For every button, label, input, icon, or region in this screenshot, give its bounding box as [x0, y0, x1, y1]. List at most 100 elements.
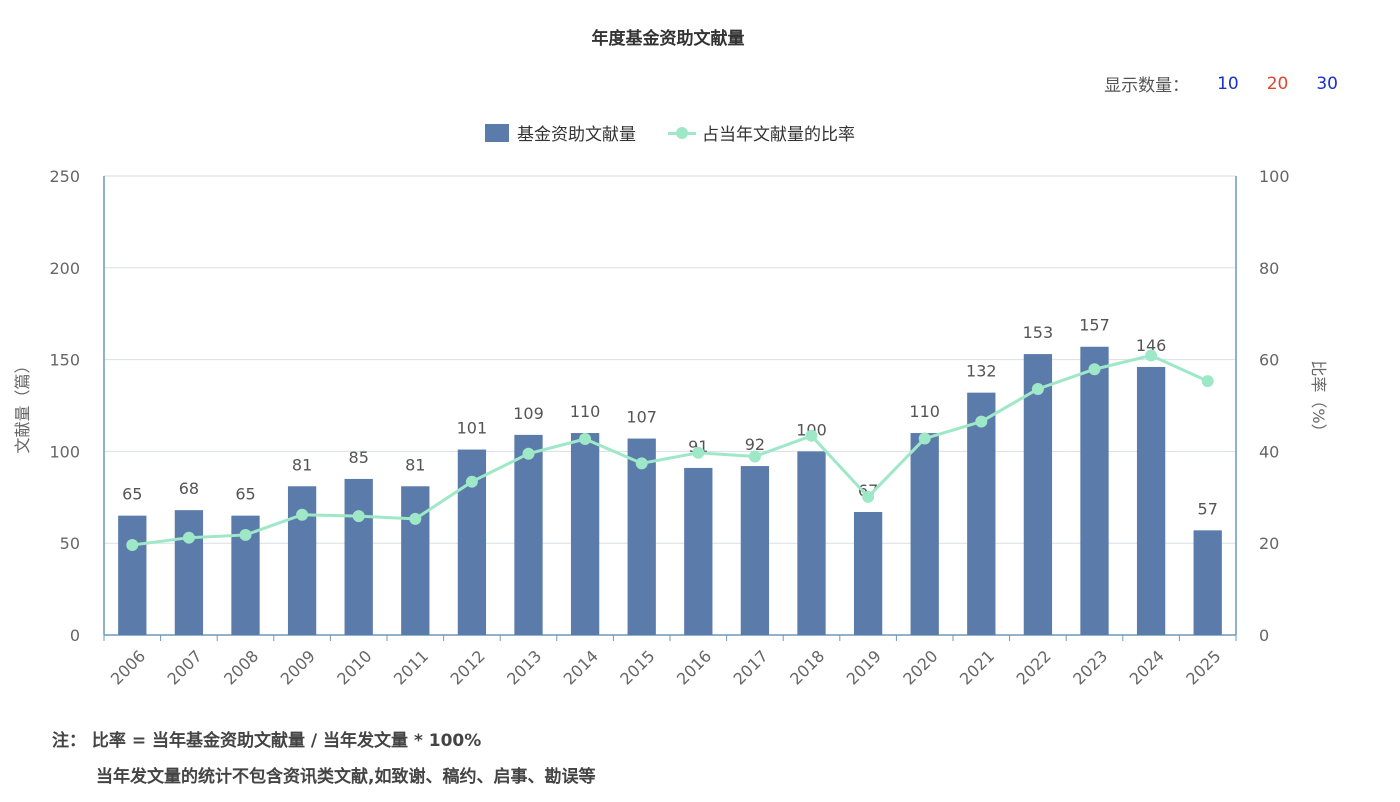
ratio-point	[862, 490, 875, 503]
bar	[118, 515, 147, 635]
x-tick-label: 2012	[447, 646, 489, 688]
bar	[344, 478, 373, 635]
chart-notes: 注： 比率 = 当年基金资助文献量 / 当年发文量 * 100% 当年发文量的统…	[52, 730, 595, 802]
y-right-tick-label: 60	[1259, 351, 1279, 370]
x-tick-label: 2015	[616, 646, 658, 688]
x-tick-label: 2021	[956, 646, 998, 688]
ratio-point	[1088, 363, 1101, 376]
bar-value-label: 81	[292, 455, 312, 474]
bar-value-label: 132	[966, 362, 997, 381]
y-left-tick-label: 250	[49, 167, 80, 186]
legend-label-bar-series: 基金资助文献量	[517, 125, 636, 145]
ratio-point	[635, 457, 648, 470]
bar	[967, 392, 996, 635]
bar	[570, 433, 600, 635]
y-right-tick-label: 0	[1259, 626, 1269, 645]
legend-item-bar-series[interactable]: 基金资助文献量	[485, 120, 636, 145]
bar-value-label: 101	[457, 419, 488, 438]
ratio-point	[522, 447, 535, 460]
y-right-tick-label: 100	[1259, 167, 1290, 186]
x-tick-label: 2025	[1182, 646, 1224, 688]
y-left-tick-label: 50	[60, 534, 80, 553]
ratio-point	[352, 510, 365, 523]
ratio-point	[1031, 382, 1044, 395]
y-left-axis-title: 文献量（篇）	[13, 357, 32, 453]
bar	[1080, 346, 1109, 635]
bar	[853, 511, 883, 635]
x-tick-label: 2009	[277, 646, 319, 688]
x-tick-label: 2014	[560, 646, 602, 688]
bar-value-label: 81	[405, 455, 425, 474]
legend-item-line-series[interactable]: 占当年文献量的比率	[668, 120, 855, 145]
x-tick-label: 2006	[107, 646, 149, 688]
legend-bar-swatch	[485, 123, 509, 142]
legend-label-line-series: 占当年文献量的比率	[702, 125, 855, 145]
ratio-point	[748, 450, 761, 463]
x-tick-label: 2017	[730, 646, 772, 688]
x-tick-label: 2019	[843, 646, 885, 688]
y-left-tick-label: 200	[49, 259, 80, 278]
ratio-point	[465, 475, 478, 488]
bar	[797, 451, 826, 635]
bar-value-label: 107	[626, 408, 657, 427]
x-tick-label: 2016	[673, 646, 715, 688]
x-tick-label: 2013	[503, 646, 545, 688]
chart-plot: 0 50 100 150 200 250 0 20 40 60 80 100 65 68 65 81 85 81 1…	[13, 167, 1328, 689]
ratio-point	[805, 429, 818, 442]
show-count-selector: 显示数量： 10 20 30	[1104, 71, 1338, 97]
bar-value-label: 85	[349, 448, 369, 467]
bar	[740, 466, 770, 635]
show-count-option-20[interactable]: 20	[1266, 73, 1289, 94]
x-tick-label: 2023	[1069, 646, 1111, 688]
bar-value-label: 68	[179, 479, 199, 498]
chart-title: 年度基金资助文献量	[591, 29, 745, 49]
bar	[910, 433, 939, 635]
ratio-point	[918, 432, 931, 445]
bar	[684, 467, 713, 635]
legend-line-swatch	[668, 125, 696, 141]
bar	[174, 510, 204, 635]
y-left-tick-label: 100	[49, 442, 80, 461]
bar-value-label: 65	[122, 485, 142, 504]
y-left-tick-label: 150	[49, 351, 80, 370]
bar-value-label: 110	[570, 402, 601, 421]
show-count-option-10[interactable]: 10	[1217, 73, 1239, 94]
chart-legend: 基金资助文献量 占当年文献量的比率	[0, 120, 1340, 145]
y-right-axis-title: 比率（%）	[1309, 360, 1328, 439]
bar	[1023, 354, 1053, 635]
bar	[401, 486, 430, 635]
bar-value-label: 92	[745, 435, 765, 454]
y-right-tick-label: 20	[1259, 534, 1279, 553]
y-right-tick-label: 80	[1259, 259, 1279, 278]
bar	[1193, 530, 1222, 635]
x-tick-label: 2007	[164, 646, 206, 688]
bar-value-label: 153	[1023, 323, 1054, 342]
ratio-point	[409, 512, 422, 525]
bar-value-label: 157	[1079, 316, 1110, 335]
bar	[627, 438, 656, 635]
x-tick-label: 2018	[786, 646, 828, 688]
ratio-point	[239, 528, 252, 541]
bar-value-label: 109	[513, 404, 544, 423]
x-tick-label: 2011	[390, 646, 432, 688]
bar-value-label: 57	[1198, 499, 1218, 518]
bar	[287, 486, 317, 635]
show-count-option-30[interactable]: 30	[1316, 73, 1338, 94]
x-tick-label: 2010	[333, 646, 375, 688]
show-count-label: 显示数量：	[1104, 76, 1190, 96]
x-tick-label: 2020	[899, 646, 941, 688]
y-left-tick-label: 0	[70, 626, 80, 645]
ratio-point	[1145, 349, 1158, 362]
ratio-point	[579, 433, 592, 446]
note-ratio-formula: 注： 比率 = 当年基金资助文献量 / 当年发文量 * 100%	[52, 731, 482, 751]
bar-value-label: 65	[235, 485, 255, 504]
x-tick-label: 2008	[220, 646, 262, 688]
ratio-point	[182, 531, 195, 544]
ratio-point	[1201, 375, 1214, 388]
bar	[1136, 366, 1166, 635]
bar	[514, 434, 543, 635]
ratio-point	[126, 539, 139, 552]
bar-value-label: 110	[909, 402, 940, 421]
x-tick-label: 2024	[1126, 646, 1168, 688]
bar-value-label: 146	[1136, 336, 1167, 355]
